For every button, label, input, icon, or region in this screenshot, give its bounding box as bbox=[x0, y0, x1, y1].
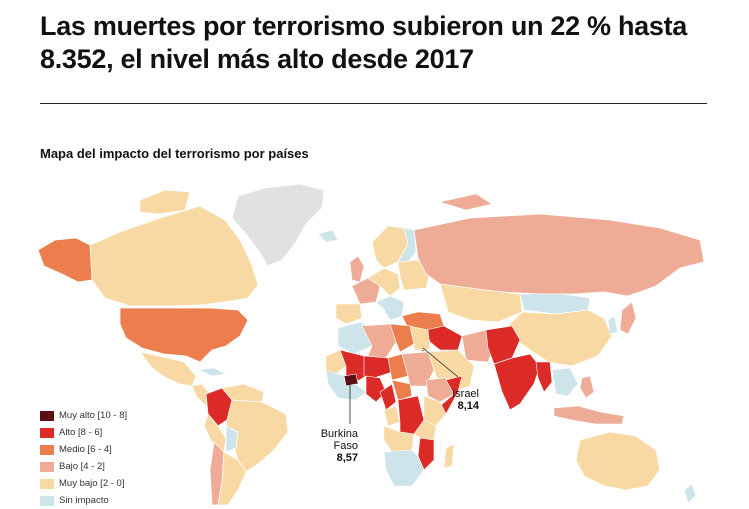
legend-label: Alto [8 - 6] bbox=[59, 427, 103, 438]
legend: Muy alto [10 - 8] Alto [8 - 6] Medio [6 … bbox=[40, 407, 127, 509]
callout-israel: Israel 8,14 bbox=[445, 388, 479, 412]
legend-label: Bajo [4 - 2] bbox=[59, 461, 105, 472]
legend-label: Muy bajo [2 - 0] bbox=[59, 478, 125, 489]
region-bolivia bbox=[225, 425, 239, 453]
region-japan bbox=[619, 301, 637, 335]
region-madagascar bbox=[443, 443, 455, 469]
region-india bbox=[493, 353, 541, 411]
legend-swatch bbox=[40, 427, 54, 438]
region-syria-iraq bbox=[425, 325, 463, 351]
region-australia bbox=[575, 431, 661, 491]
region-philippines bbox=[579, 375, 595, 399]
region-uk bbox=[349, 255, 365, 283]
legend-label: Sin impacto bbox=[59, 495, 109, 506]
callout-name: Burkina bbox=[320, 428, 358, 440]
legend-item: Muy alto [10 - 8] bbox=[40, 407, 127, 424]
legend-item: Muy bajo [2 - 0] bbox=[40, 475, 127, 492]
divider bbox=[40, 103, 707, 104]
region-mozambique bbox=[417, 437, 435, 471]
region-russia-islands bbox=[438, 193, 493, 211]
map-title: Mapa del impacto del terrorismo por país… bbox=[40, 146, 309, 161]
region-mauritania bbox=[325, 349, 347, 375]
callout-name: Faso bbox=[333, 440, 358, 452]
legend-swatch bbox=[40, 444, 54, 455]
legend-item: Alto [8 - 6] bbox=[40, 424, 127, 441]
headline: Las muertes por terrorismo subieron un 2… bbox=[40, 11, 687, 74]
legend-item: Sin impacto bbox=[40, 492, 127, 509]
region-france bbox=[351, 277, 381, 305]
region-new-zealand bbox=[683, 483, 697, 504]
region-iberia bbox=[335, 303, 363, 325]
region-indonesia bbox=[553, 405, 625, 425]
region-iceland bbox=[317, 229, 339, 243]
region-italy-balkans bbox=[375, 295, 405, 321]
region-greenland bbox=[231, 183, 325, 267]
world-map bbox=[37, 183, 705, 505]
region-egypt bbox=[409, 325, 431, 351]
legend-item: Bajo [4 - 2] bbox=[40, 458, 127, 475]
legend-label: Medio [6 - 4] bbox=[59, 444, 112, 455]
region-usa bbox=[119, 307, 249, 363]
legend-swatch bbox=[40, 478, 54, 489]
region-southern-africa bbox=[383, 449, 425, 487]
legend-swatch bbox=[40, 410, 54, 421]
region-niger bbox=[363, 355, 393, 379]
leader-line-israel bbox=[422, 347, 459, 378]
legend-swatch bbox=[40, 461, 54, 472]
region-korea bbox=[607, 315, 619, 335]
callout-value: 8,14 bbox=[457, 400, 479, 412]
legend-label: Muy alto [10 - 8] bbox=[59, 410, 128, 421]
region-gabon-congo bbox=[383, 405, 401, 427]
callout-burkina-faso: Burkina Faso 8,57 bbox=[296, 428, 358, 464]
region-ethiopia bbox=[425, 377, 455, 403]
region-myanmar bbox=[535, 361, 553, 393]
region-alaska bbox=[37, 237, 93, 283]
region-east-africa bbox=[423, 395, 447, 427]
region-canada-islands bbox=[139, 189, 191, 215]
region-eastern-europe bbox=[397, 259, 431, 291]
legend-item: Medio [6 - 4] bbox=[40, 441, 127, 458]
region-se-asia bbox=[551, 367, 579, 397]
legend-swatch bbox=[40, 495, 54, 506]
region-central-europe bbox=[367, 267, 401, 297]
callout-name: Israel bbox=[452, 388, 479, 400]
region-russia bbox=[413, 213, 705, 297]
region-libya bbox=[389, 323, 415, 353]
region-canada bbox=[89, 205, 259, 307]
region-cameroon bbox=[379, 383, 397, 411]
region-central-asia bbox=[439, 283, 523, 323]
callout-value: 8,57 bbox=[336, 452, 358, 464]
region-car bbox=[391, 379, 413, 401]
region-cuba bbox=[196, 367, 227, 377]
region-argentina bbox=[217, 451, 247, 505]
